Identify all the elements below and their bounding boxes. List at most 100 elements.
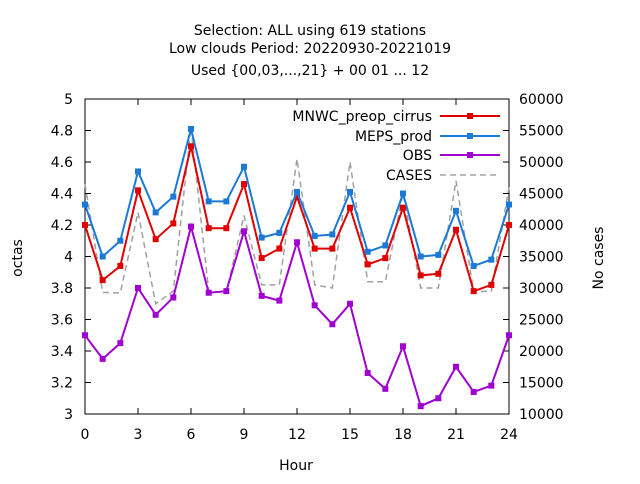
- data-point: [488, 382, 495, 389]
- y-tick-label: 4.2: [51, 218, 73, 234]
- data-point: [152, 236, 159, 243]
- data-point: [205, 225, 212, 232]
- data-point: [400, 204, 406, 211]
- data-point: [506, 222, 512, 228]
- y2-tick-label: 30000: [519, 281, 564, 297]
- y2-axis-label: No cases: [591, 227, 607, 290]
- data-point: [488, 256, 495, 263]
- series-mnwc_preop_cirrus: [82, 143, 512, 295]
- y2-tick-label: 10000: [519, 407, 564, 423]
- y-tick-label: 3.6: [51, 313, 73, 329]
- series-layer: [82, 125, 512, 410]
- series-line: [84, 146, 510, 293]
- data-point: [311, 245, 318, 252]
- data-point: [241, 181, 247, 188]
- data-point: [294, 193, 300, 200]
- data-point: [188, 125, 194, 132]
- data-point: [417, 403, 424, 410]
- data-point: [364, 370, 371, 377]
- data-point: [488, 281, 495, 288]
- data-point: [329, 245, 336, 252]
- data-point: [152, 209, 159, 216]
- data-point: [135, 285, 141, 291]
- data-point: [417, 272, 424, 279]
- data-point: [329, 321, 336, 328]
- data-point: [241, 228, 247, 235]
- data-point: [276, 297, 283, 304]
- data-point: [82, 332, 88, 339]
- data-point: [152, 311, 159, 318]
- axes: 3 3.2 3.4 3.6 3.8 4 4.2 4.4 4.6 4.8 5 10000 15000 200…: [51, 92, 564, 443]
- data-point: [258, 234, 265, 241]
- data-point: [311, 302, 318, 309]
- x-axis-label: Hour: [279, 458, 313, 474]
- data-point: [364, 261, 371, 268]
- data-point: [188, 223, 194, 230]
- chart-title-line-3: Used {00,03,...,21} + 00 01 ... 12: [191, 63, 429, 79]
- x-tick-label: 6: [187, 427, 196, 443]
- y2-tick-label: 40000: [519, 218, 564, 234]
- data-point: [170, 220, 177, 227]
- x-tick-label: 21: [447, 427, 465, 443]
- legend-label: CASES: [386, 168, 432, 184]
- legend-marker: [467, 113, 473, 119]
- data-point: [294, 188, 300, 195]
- y-tick-label: 4: [64, 250, 73, 266]
- y2-tick-label: 60000: [519, 92, 564, 108]
- y-axis-label: octas: [10, 239, 26, 277]
- data-point: [506, 332, 512, 339]
- data-point: [329, 231, 336, 238]
- data-point: [453, 207, 459, 214]
- y-tick-label: 4.6: [51, 155, 73, 171]
- data-point: [364, 248, 371, 255]
- data-point: [382, 385, 389, 392]
- series-line: [84, 127, 510, 306]
- y2-tick-label: 20000: [519, 344, 564, 360]
- data-point: [223, 198, 230, 205]
- data-point: [135, 187, 141, 194]
- data-point: [470, 262, 477, 269]
- x-tick-label: 24: [500, 427, 518, 443]
- data-point: [506, 201, 512, 208]
- data-point: [99, 277, 106, 284]
- data-point: [82, 222, 88, 228]
- legend-label: OBS: [403, 148, 432, 164]
- y-tick-label: 4.8: [51, 124, 73, 140]
- data-point: [417, 253, 424, 260]
- legend-label: MNWC_preop_cirrus: [292, 109, 432, 125]
- y-tick-label: 3: [64, 407, 73, 423]
- chart-title: Selection: ALL using 619 stations Low cl…: [169, 23, 451, 79]
- y-tick-label: 3.2: [51, 376, 73, 392]
- y2-tick-label: 55000: [519, 124, 564, 140]
- data-point: [117, 237, 124, 244]
- data-point: [435, 251, 442, 258]
- data-point: [470, 388, 477, 395]
- data-point: [400, 190, 406, 197]
- data-point: [117, 340, 124, 347]
- y-tick-label: 3.8: [51, 281, 73, 297]
- y-tick-label: 5: [64, 92, 73, 108]
- data-point: [400, 343, 406, 350]
- y-tick-label: 4.4: [51, 187, 73, 203]
- data-point: [435, 395, 442, 402]
- series-obs: [82, 222, 512, 410]
- data-point: [470, 288, 477, 295]
- data-point: [223, 288, 230, 295]
- legend: MNWC_preop_cirrus MEPS_prod OBS CASES: [292, 109, 500, 184]
- data-point: [311, 233, 318, 240]
- y2-tick-label: 25000: [519, 313, 564, 329]
- data-point: [258, 255, 265, 262]
- x-tick-label: 15: [341, 427, 359, 443]
- y2-tick-label: 45000: [519, 187, 564, 203]
- data-point: [453, 363, 459, 370]
- data-point: [347, 204, 353, 211]
- data-point: [170, 193, 177, 200]
- data-point: [223, 225, 230, 232]
- data-point: [205, 198, 212, 205]
- y2-tick-label: 35000: [519, 250, 564, 266]
- data-point: [99, 253, 106, 260]
- data-point: [435, 270, 442, 277]
- data-point: [382, 242, 389, 249]
